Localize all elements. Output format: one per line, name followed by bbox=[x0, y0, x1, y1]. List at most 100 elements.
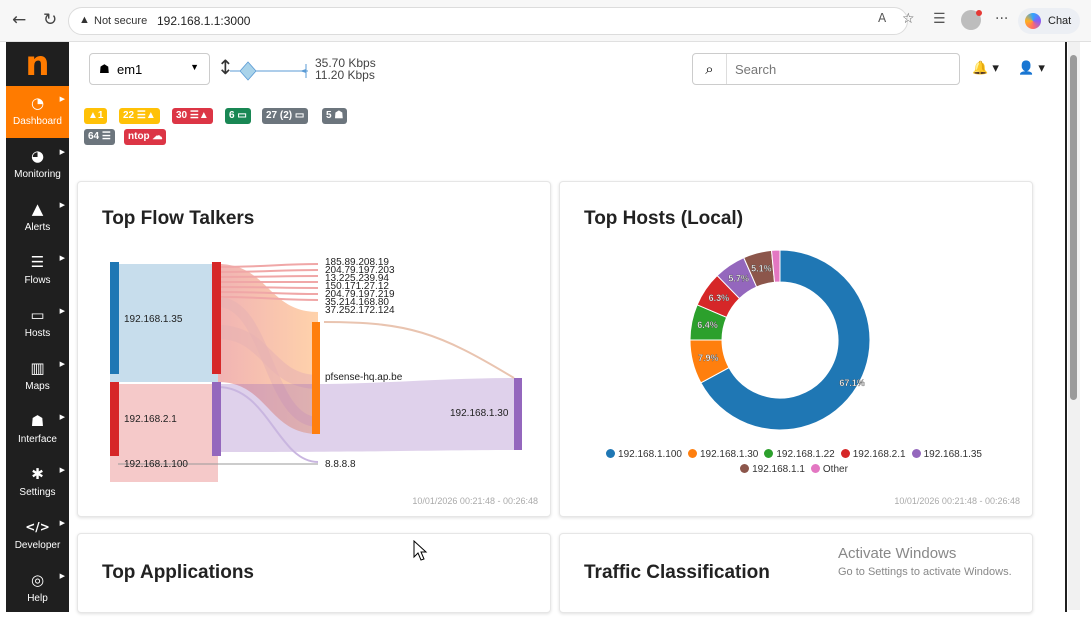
browser-toolbar: ← ↻ ▲ Not secure 192.168.1.1:3000 A ☆ ☰ … bbox=[0, 0, 1091, 42]
sidebar-item-interface[interactable]: ☗ Interface ▶ bbox=[6, 404, 69, 456]
sankey-link bbox=[110, 384, 218, 482]
legend-item[interactable]: 192.168.1.100 bbox=[606, 449, 682, 460]
ntop-cloud-badge[interactable]: ntop ☁ bbox=[124, 129, 167, 145]
sankey-target-label: 35.214.168.80 bbox=[325, 297, 389, 308]
sidebar-item-settings[interactable]: ✱ Settings ▶ bbox=[6, 457, 69, 509]
sankey-target-label: 204.79.197.203 bbox=[325, 265, 395, 276]
donut-slice-label: 6.4% bbox=[697, 320, 718, 330]
sankey-source-label: 192.168.1.100 bbox=[124, 459, 188, 470]
more-icon[interactable]: ··· bbox=[995, 11, 1009, 27]
ethernet-icon: ☗ bbox=[30, 412, 45, 430]
caret-right-icon: ▶ bbox=[59, 149, 65, 156]
legend-item[interactable]: 192.168.1.1 bbox=[740, 464, 805, 475]
sankey-node-192-168-2-1[interactable] bbox=[110, 382, 119, 456]
laptop-icon: ▭ bbox=[237, 110, 247, 121]
legend-item[interactable]: 192.168.2.1 bbox=[840, 449, 906, 460]
sankey-diagram: 192.168.1.35 192.168.2.1 192.168.1.100 1… bbox=[110, 257, 522, 482]
sidebar-item-flows[interactable]: ☰ Flows ▶ bbox=[6, 245, 69, 297]
back-icon[interactable]: ← bbox=[12, 10, 27, 30]
flows-warning-icon: ☰▲ bbox=[136, 110, 156, 121]
favorites-list-icon[interactable]: ☰ bbox=[933, 11, 946, 27]
legend-label: 192.168.1.35 bbox=[923, 449, 982, 460]
donut-slice-label: 5.7% bbox=[728, 274, 749, 284]
read-aloud-icon[interactable]: A bbox=[878, 11, 887, 25]
flows-icon: ☰ bbox=[101, 131, 111, 142]
sankey-target-label: 185.89.208.19 bbox=[325, 257, 389, 268]
sidebar-item-monitoring[interactable]: ◕ Monitoring ▶ bbox=[6, 139, 69, 191]
donut-slice-label: 67.1% bbox=[839, 378, 865, 388]
flows-badge[interactable]: 64 ☰ bbox=[84, 129, 115, 145]
code-icon: </> bbox=[25, 520, 50, 534]
sidebar-item-dashboard[interactable]: ◔ Dashboard ▶ bbox=[6, 86, 69, 138]
top-hosts-card: Top Hosts (Local) 67.1% 7.9% 6.4% 6.3% 5.7% 5… bbox=[559, 181, 1033, 517]
notification-dot bbox=[976, 10, 982, 16]
ethernet-icon: ☗ bbox=[99, 62, 110, 76]
top-flow-talkers-card: Top Flow Talkers 192.168.1.35 192.168.2.… bbox=[77, 181, 551, 517]
address-bar[interactable]: ▲ Not secure 192.168.1.1:3000 bbox=[68, 7, 908, 35]
card-title: Traffic Classification bbox=[584, 562, 770, 583]
sankey-link bbox=[217, 263, 319, 301]
sankey-node-pfsense[interactable] bbox=[312, 322, 320, 434]
warning-icon: ▲ bbox=[31, 200, 44, 218]
chevron-down-icon: ▼ bbox=[190, 62, 199, 72]
sankey-node-192-168-2-1-target[interactable] bbox=[212, 382, 221, 456]
interface-select[interactable]: ☗ em1 ▼ bbox=[89, 53, 210, 85]
search-box[interactable]: ⌕ bbox=[692, 53, 960, 85]
mouse-cursor-icon bbox=[413, 540, 428, 561]
legend-swatch bbox=[687, 449, 697, 458]
caret-right-icon: ▶ bbox=[59, 573, 65, 580]
sidebar-item-hosts[interactable]: ▭ Hosts ▶ bbox=[6, 298, 69, 350]
legend-item[interactable]: 192.168.1.30 bbox=[687, 449, 758, 460]
bell-icon: 🔔 bbox=[972, 61, 989, 76]
donut-slice-other[interactable] bbox=[770, 249, 781, 283]
sankey-node-192-168-1-35-target[interactable] bbox=[212, 262, 221, 374]
flows-icon: ☰ bbox=[30, 253, 45, 271]
sidebar-item-maps[interactable]: ▥ Maps ▶ bbox=[6, 351, 69, 403]
donut-slice-label: 5.1% bbox=[751, 263, 772, 273]
flows-warning-icon: ☰▲ bbox=[189, 110, 209, 121]
local-hosts-badge[interactable]: 6 ▭ bbox=[225, 108, 251, 124]
reload-icon[interactable]: ↻ bbox=[43, 10, 58, 30]
lifebuoy-icon: ◎ bbox=[30, 571, 45, 589]
copilot-chat-button[interactable]: Chat bbox=[1018, 8, 1080, 34]
sankey-link bbox=[217, 386, 319, 463]
sidebar-item-developer[interactable]: </> Developer ▶ bbox=[6, 510, 69, 562]
legend-swatch bbox=[810, 464, 820, 473]
legend-item[interactable]: Other bbox=[810, 464, 848, 475]
sankey-link bbox=[323, 321, 515, 379]
legend-item[interactable]: 192.168.1.35 bbox=[911, 449, 982, 460]
laptop-icon: ▭ bbox=[30, 306, 45, 324]
legend-item[interactable]: 192.168.1.22 bbox=[764, 449, 835, 460]
chart-legend: 192.168.1.100 192.168.1.30 192.168.1.22 192… bbox=[560, 447, 1034, 477]
traffic-classification-card: Traffic Classification bbox=[559, 533, 1033, 613]
sidebar-item-help[interactable]: ◎ Help ▶ bbox=[6, 563, 69, 615]
ethernet-icon: ☗ bbox=[334, 110, 344, 121]
favorite-icon[interactable]: ☆ bbox=[902, 11, 915, 27]
sidebar-item-alerts[interactable]: ▲ Alerts ▶ bbox=[6, 192, 69, 244]
caret-right-icon: ▶ bbox=[59, 255, 65, 262]
sankey-node-192-168-1-30[interactable] bbox=[514, 378, 522, 450]
interface-name: em1 bbox=[117, 62, 143, 77]
security-label: Not secure bbox=[94, 15, 148, 27]
top-hosts-donut-chart: 67.1% 7.9% 6.4% 6.3% 5.7%5.1% bbox=[690, 249, 871, 431]
scrollbar-thumb[interactable] bbox=[1070, 55, 1077, 400]
notifications-dropdown[interactable]: 🔔 ▾ bbox=[972, 61, 999, 76]
donut-slice-192-168-1-100[interactable] bbox=[700, 249, 871, 431]
devices-badge[interactable]: 5 ☗ bbox=[322, 108, 348, 124]
legend-swatch bbox=[606, 449, 616, 458]
flow-alerts-warning-badge[interactable]: 22 ☰▲ bbox=[119, 108, 160, 124]
ntop-logo[interactable]: n bbox=[25, 44, 50, 84]
sankey-node-192-168-1-35[interactable] bbox=[110, 262, 119, 374]
user-icon: 👤 bbox=[1018, 61, 1035, 76]
user-dropdown[interactable]: 👤 ▾ bbox=[1018, 61, 1045, 76]
copilot-icon bbox=[1025, 13, 1041, 29]
search-icon[interactable]: ⌕ bbox=[693, 54, 727, 84]
sankey-target-label: 13.225.239.94 bbox=[325, 273, 389, 284]
flow-alerts-error-badge[interactable]: 30 ☰▲ bbox=[172, 108, 213, 124]
hosts-badge[interactable]: 27 (2) ▭ bbox=[262, 108, 309, 124]
search-input[interactable] bbox=[735, 60, 945, 78]
alerts-badge[interactable]: ▲1 bbox=[84, 108, 108, 124]
sankey-link bbox=[217, 325, 319, 389]
sidebar: n ◔ Dashboard ▶ ◕ Monitoring ▶ ▲ Alerts … bbox=[6, 42, 69, 612]
card-title: Top Applications bbox=[102, 562, 254, 583]
